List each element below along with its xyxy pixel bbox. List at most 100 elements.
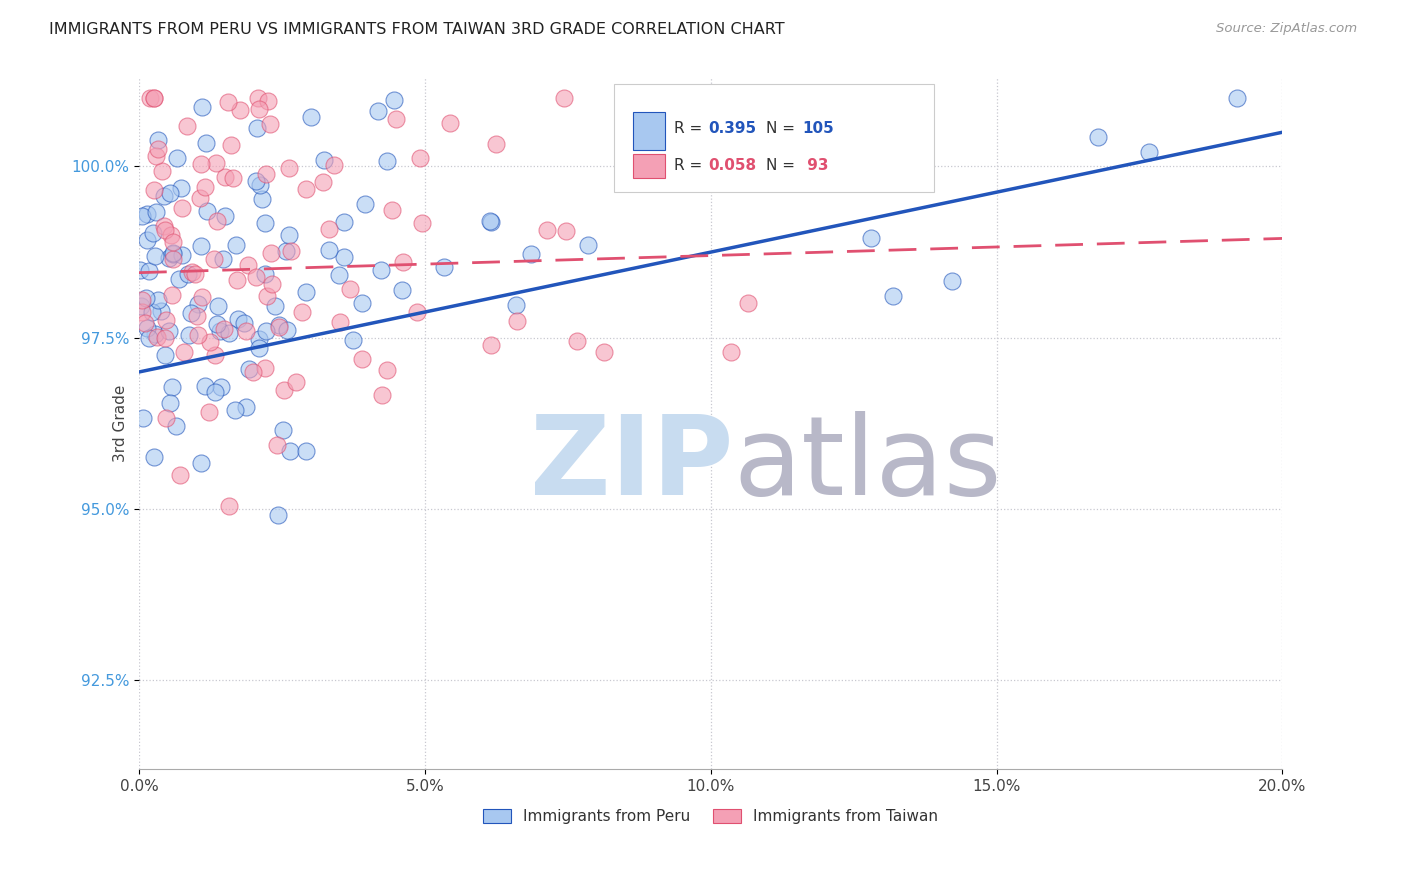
Point xyxy=(479,215,502,229)
Point xyxy=(224,403,246,417)
Point xyxy=(294,285,316,299)
Point xyxy=(576,238,599,252)
Point xyxy=(519,247,541,261)
Point xyxy=(375,153,398,168)
Point xyxy=(170,202,193,216)
Point xyxy=(250,192,273,206)
Text: ZIP: ZIP xyxy=(530,411,734,518)
Point xyxy=(352,296,374,310)
Point xyxy=(212,322,235,336)
Point xyxy=(479,214,502,228)
Point xyxy=(291,305,314,319)
Point xyxy=(406,305,429,319)
Point xyxy=(218,500,240,514)
Point xyxy=(184,268,207,282)
Point xyxy=(207,299,229,313)
Point xyxy=(146,133,169,147)
Point xyxy=(479,338,502,352)
Point xyxy=(506,314,529,328)
Point xyxy=(225,237,247,252)
Point xyxy=(205,214,228,228)
Point xyxy=(333,215,356,229)
Point xyxy=(505,298,527,312)
Text: 105: 105 xyxy=(803,121,834,136)
Legend: Immigrants from Peru, Immigrants from Taiwan: Immigrants from Peru, Immigrants from Ta… xyxy=(484,809,938,824)
Point xyxy=(136,320,159,334)
Point xyxy=(153,219,176,233)
Point xyxy=(169,181,191,195)
Point xyxy=(238,362,260,376)
Point xyxy=(844,133,866,147)
Point xyxy=(329,315,352,329)
Point xyxy=(155,410,177,425)
Point xyxy=(737,296,759,310)
Point xyxy=(170,248,193,262)
Point xyxy=(271,423,294,437)
FancyBboxPatch shape xyxy=(613,85,934,192)
Point xyxy=(146,330,169,344)
Point xyxy=(190,290,212,304)
Point xyxy=(131,305,153,319)
Text: N =: N = xyxy=(766,158,800,173)
Point xyxy=(135,233,157,247)
Point xyxy=(555,223,578,237)
Point xyxy=(226,312,249,326)
Point xyxy=(149,304,172,318)
Point xyxy=(249,332,271,346)
Point xyxy=(277,161,299,176)
Point xyxy=(155,313,177,327)
Point xyxy=(371,388,394,402)
Point xyxy=(205,156,228,170)
Point xyxy=(1226,91,1249,105)
Point xyxy=(198,405,221,419)
Point xyxy=(141,305,163,319)
Point xyxy=(382,93,405,107)
Point xyxy=(165,418,187,433)
Point xyxy=(190,239,212,253)
Point xyxy=(167,272,190,286)
Point xyxy=(253,267,276,281)
Point xyxy=(145,149,167,163)
Point xyxy=(159,395,181,409)
Text: Source: ZipAtlas.com: Source: ZipAtlas.com xyxy=(1216,22,1357,36)
Point xyxy=(247,341,270,355)
Point xyxy=(312,153,335,167)
Point xyxy=(187,328,209,343)
Point xyxy=(409,151,432,165)
Point xyxy=(354,197,377,211)
Point xyxy=(700,130,723,145)
Point xyxy=(254,360,277,375)
Point xyxy=(266,508,288,523)
Point xyxy=(169,468,191,483)
Point xyxy=(1139,145,1161,159)
Point xyxy=(720,344,742,359)
Point xyxy=(152,164,174,178)
Point xyxy=(195,136,218,150)
Point xyxy=(593,344,616,359)
Point xyxy=(145,205,167,219)
Point xyxy=(284,375,307,389)
Text: 0.395: 0.395 xyxy=(709,121,756,136)
Point xyxy=(370,263,392,277)
Point xyxy=(247,91,270,105)
Point xyxy=(278,227,301,242)
Point xyxy=(235,325,257,339)
Point xyxy=(142,183,165,197)
Point xyxy=(384,112,406,126)
Point xyxy=(259,117,281,131)
Point xyxy=(186,309,208,323)
Point xyxy=(129,299,152,313)
Point xyxy=(328,268,350,282)
Point xyxy=(214,210,236,224)
Point xyxy=(162,235,184,249)
Text: N =: N = xyxy=(766,121,800,136)
Point xyxy=(381,202,404,217)
Point xyxy=(177,267,200,281)
Point xyxy=(274,244,297,258)
Point xyxy=(256,289,278,303)
Point xyxy=(146,293,169,308)
Point xyxy=(142,226,165,240)
Point xyxy=(204,348,226,362)
Point xyxy=(236,259,259,273)
Point xyxy=(214,170,236,185)
